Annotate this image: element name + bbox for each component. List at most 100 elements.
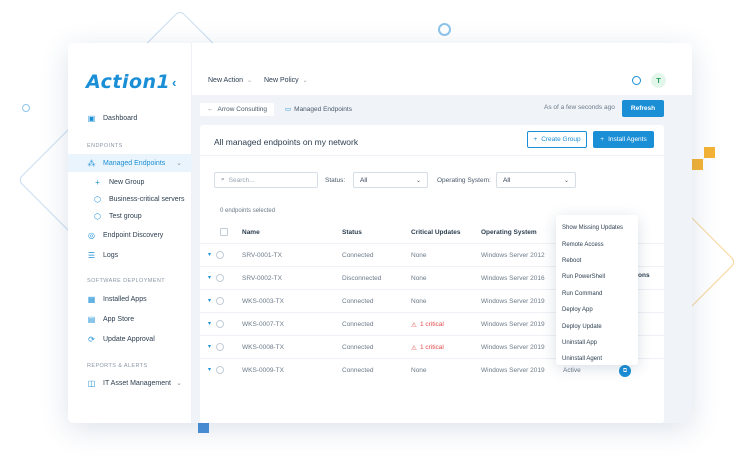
app-window: Action1 ‹ ▣ Dashboard ENDPOINTS ⁂ Manage… bbox=[68, 43, 692, 423]
approval-icon: ⟳ bbox=[88, 334, 95, 344]
endpoint-updates: None bbox=[411, 252, 427, 259]
network-icon: ⁂ bbox=[87, 158, 96, 168]
menu-item-uninstall-app[interactable]: Uninstall App bbox=[562, 339, 598, 346]
menu-item-uninstall-agent[interactable]: Uninstall Agent bbox=[562, 356, 603, 363]
sidebar-item-label: Logs bbox=[103, 251, 119, 259]
deco-square bbox=[704, 147, 715, 158]
group-icon: ⬡ bbox=[94, 211, 101, 221]
status-ring-icon[interactable] bbox=[632, 76, 641, 85]
sidebar-item-installed-apps[interactable]: ▦ Installed Apps bbox=[68, 290, 192, 308]
menu-item-run-powershell[interactable]: Run PowerShell bbox=[562, 274, 606, 281]
sidebar-item-update-approval[interactable]: ⟳ Update Approval bbox=[68, 330, 192, 348]
select-all-checkbox[interactable] bbox=[220, 228, 228, 236]
table-row[interactable]: ▾ WKS-0007-TX Connected ⚠ 1 critical Win… bbox=[200, 312, 664, 335]
expand-icon[interactable]: ▾ bbox=[208, 321, 212, 327]
column-header-actions-partial: ons bbox=[638, 272, 650, 279]
chevron-left-icon[interactable]: ‹ bbox=[172, 75, 177, 90]
endpoint-name[interactable]: WKS-0009-TX bbox=[242, 367, 284, 374]
table-row[interactable]: ▾ SRV-0002-TX Disconnected None Windows … bbox=[200, 266, 664, 289]
sidebar-item-new-group[interactable]: + New Group bbox=[68, 173, 192, 191]
logo: Action1 bbox=[86, 71, 171, 93]
avatar[interactable]: T bbox=[651, 73, 666, 88]
apps-grid-icon: ▦ bbox=[87, 294, 96, 304]
sidebar-item-label: Dashboard bbox=[103, 114, 138, 122]
menu-item-run-command[interactable]: Run Command bbox=[562, 290, 603, 297]
new-action-menu[interactable]: New Action ⌄ bbox=[208, 77, 252, 84]
endpoint-name[interactable]: WKS-0007-TX bbox=[242, 321, 284, 328]
menu-item-deploy-app[interactable]: Deploy App bbox=[562, 307, 593, 314]
expand-icon[interactable]: ▾ bbox=[208, 275, 212, 281]
refresh-button[interactable]: Refresh bbox=[622, 100, 664, 117]
chevron-down-icon: ⌄ bbox=[176, 160, 182, 167]
search-placeholder: Search... bbox=[228, 176, 255, 184]
endpoint-updates: None bbox=[411, 367, 427, 374]
table-row[interactable]: ▾ WKS-0008-TX Connected ⚠ 1 critical Win… bbox=[200, 335, 664, 358]
sidebar-item-label: App Store bbox=[103, 315, 135, 323]
expand-icon[interactable]: ▾ bbox=[208, 298, 212, 304]
breadcrumb-current: ▭ Managed Endpoints bbox=[278, 102, 359, 116]
dashboard-icon: ▣ bbox=[87, 113, 96, 123]
row-actions-menu: Show Missing Updates Remote Access Reboo… bbox=[556, 215, 638, 365]
row-checkbox[interactable] bbox=[216, 366, 224, 374]
sidebar-item-logs[interactable]: ☰ Logs bbox=[68, 246, 192, 264]
breadcrumb-back[interactable]: ← Arrow Consulting bbox=[200, 102, 274, 116]
store-icon: ▤ bbox=[87, 314, 96, 324]
column-header-name[interactable]: Name bbox=[242, 229, 260, 236]
table-row[interactable]: ▾ SRV-0001-TX Connected None Windows Ser… bbox=[200, 243, 664, 266]
chevron-down-icon: ⌄ bbox=[176, 380, 182, 387]
row-checkbox[interactable] bbox=[216, 320, 224, 328]
menu-item-remote-access[interactable]: Remote Access bbox=[562, 241, 604, 248]
row-checkbox[interactable] bbox=[216, 343, 224, 351]
menu-item-show-missing-updates[interactable]: Show Missing Updates bbox=[562, 225, 624, 232]
endpoint-name[interactable]: SRV-0001-TX bbox=[242, 252, 282, 259]
endpoint-name[interactable]: SRV-0002-TX bbox=[242, 275, 282, 282]
endpoint-name[interactable]: WKS-0003-TX bbox=[242, 298, 284, 305]
os-filter-select[interactable]: All ⌄ bbox=[496, 172, 576, 188]
panel-title: All managed endpoints on my network bbox=[214, 137, 359, 147]
sidebar-item-it-asset-management[interactable]: ◫ IT Asset Management ⌄ bbox=[68, 374, 192, 392]
warning-icon: ⚠ bbox=[411, 322, 417, 329]
table-row[interactable]: ▾ WKS-0003-TX Connected None Windows Ser… bbox=[200, 289, 664, 312]
warning-icon: ⚠ bbox=[411, 345, 417, 352]
sidebar-item-dashboard[interactable]: ▣ Dashboard bbox=[68, 109, 192, 127]
status-filter-select[interactable]: All ⌄ bbox=[353, 172, 428, 188]
column-header-status[interactable]: Status bbox=[342, 229, 362, 236]
sidebar-item-endpoint-discovery[interactable]: ◎ Endpoint Discovery bbox=[68, 226, 192, 244]
menu-item-deploy-update[interactable]: Deploy Update bbox=[562, 323, 602, 330]
new-policy-menu[interactable]: New Policy ⌄ bbox=[264, 77, 308, 84]
copy-icon[interactable]: ⧉ bbox=[619, 365, 631, 377]
expand-icon[interactable]: ▾ bbox=[208, 252, 212, 258]
column-header-operating-system[interactable]: Operating System bbox=[481, 229, 537, 236]
table-row[interactable]: ▾ WKS-0009-TX Connected None Windows Ser… bbox=[200, 358, 664, 381]
plus-icon: + bbox=[533, 136, 538, 143]
expand-icon[interactable]: ▾ bbox=[208, 344, 212, 350]
button-label: Install Agents bbox=[608, 136, 647, 143]
search-input[interactable]: ⌕ Search... bbox=[214, 172, 318, 188]
column-header-critical-updates[interactable]: Critical Updates bbox=[411, 229, 461, 236]
endpoint-updates: 1 critical bbox=[420, 321, 444, 328]
row-checkbox[interactable] bbox=[216, 297, 224, 305]
expand-icon[interactable]: ▾ bbox=[208, 367, 212, 373]
endpoint-os: Windows Server 2012 bbox=[481, 252, 545, 259]
endpoint-name[interactable]: WKS-0008-TX bbox=[242, 344, 284, 351]
top-bar: New Action ⌄ New Policy ⌄ T bbox=[192, 43, 692, 95]
asset-icon: ◫ bbox=[87, 378, 96, 388]
menu-item-reboot[interactable]: Reboot bbox=[562, 257, 582, 264]
last-updated-text: As of a few seconds ago bbox=[544, 104, 615, 111]
breadcrumb-label: Managed Endpoints bbox=[294, 105, 352, 113]
chevron-down-icon: ⌄ bbox=[415, 177, 421, 184]
row-checkbox[interactable] bbox=[216, 251, 224, 259]
sidebar-item-managed-endpoints[interactable]: ⁂ Managed Endpoints ⌄ bbox=[68, 154, 192, 172]
create-group-button[interactable]: + Create Group bbox=[527, 131, 587, 148]
sidebar-item-app-store[interactable]: ▤ App Store bbox=[68, 310, 192, 328]
sidebar-item-test-group[interactable]: ⬡ Test group bbox=[68, 207, 192, 225]
sidebar-item-business-critical[interactable]: ⬡ Business-critical servers bbox=[68, 190, 192, 208]
install-agents-button[interactable]: + Install Agents bbox=[593, 131, 654, 148]
row-checkbox[interactable] bbox=[216, 274, 224, 282]
section-label-reports: REPORTS & ALERTS bbox=[87, 363, 148, 369]
agent-status-active: Active bbox=[563, 367, 581, 374]
menu-label: New Action bbox=[208, 77, 244, 84]
endpoint-status: Connected bbox=[342, 298, 374, 305]
endpoint-os: Windows Server 2019 bbox=[481, 321, 545, 328]
